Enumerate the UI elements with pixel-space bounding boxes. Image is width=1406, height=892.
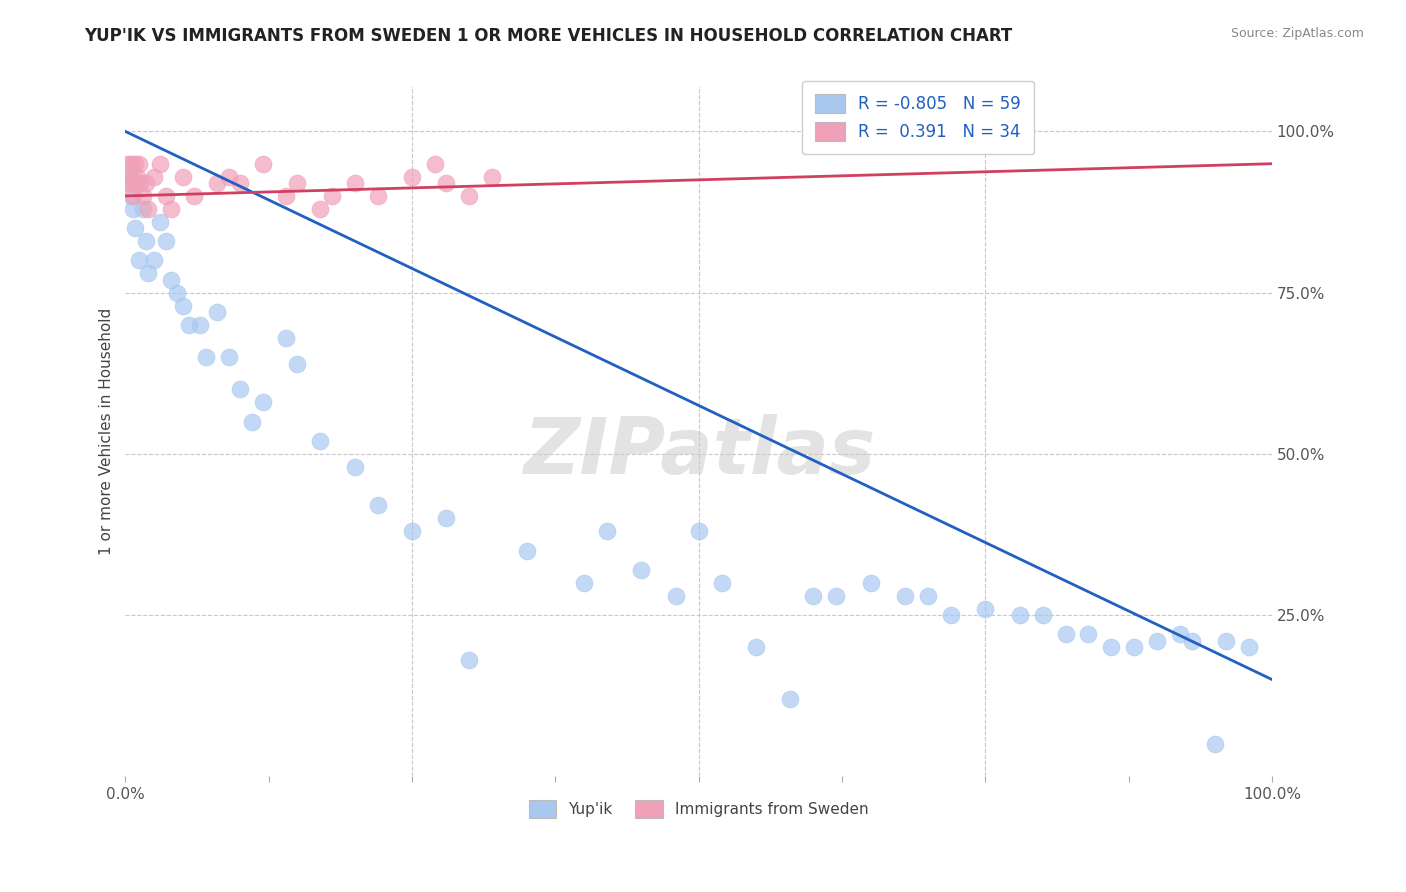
Point [166, 285, 188, 300]
Point [120, 189, 142, 203]
Point [160, 202, 183, 216]
Point [183, 189, 205, 203]
Point [117, 157, 139, 171]
Point [138, 202, 160, 216]
Point [138, 266, 160, 280]
Point [155, 189, 177, 203]
Point [122, 189, 145, 203]
Point [309, 202, 332, 216]
Text: Source: ZipAtlas.com: Source: ZipAtlas.com [1230, 27, 1364, 40]
Point [343, 459, 366, 474]
Point [710, 575, 733, 590]
Point [135, 234, 157, 248]
Point [1237, 640, 1260, 655]
Point [125, 176, 148, 190]
Point [120, 169, 142, 184]
Point [252, 157, 274, 171]
Point [122, 202, 145, 216]
Point [205, 305, 228, 319]
Point [177, 318, 200, 332]
Point [1215, 633, 1237, 648]
Point [128, 157, 150, 171]
Point [745, 640, 768, 655]
Text: YUP'IK VS IMMIGRANTS FROM SWEDEN 1 OR MORE VEHICLES IN HOUSEHOLD CORRELATION CHA: YUP'IK VS IMMIGRANTS FROM SWEDEN 1 OR MO… [84, 27, 1012, 45]
Point [124, 157, 146, 171]
Point [172, 299, 194, 313]
Point [458, 189, 481, 203]
Point [160, 273, 183, 287]
Point [596, 524, 619, 539]
Point [1123, 640, 1146, 655]
Point [1181, 633, 1204, 648]
Point [1168, 627, 1191, 641]
Y-axis label: 1 or more Vehicles in Household: 1 or more Vehicles in Household [100, 308, 114, 555]
Point [630, 563, 652, 577]
Point [894, 589, 917, 603]
Point [131, 202, 153, 216]
Point [155, 234, 177, 248]
Legend: Yup'ik, Immigrants from Sweden: Yup'ik, Immigrants from Sweden [523, 794, 875, 823]
Point [367, 499, 389, 513]
Point [572, 575, 595, 590]
Point [1054, 627, 1077, 641]
Point [274, 331, 297, 345]
Point [436, 511, 458, 525]
Point [252, 395, 274, 409]
Point [367, 189, 389, 203]
Point [229, 383, 252, 397]
Point [665, 589, 688, 603]
Point [1146, 633, 1168, 648]
Point [917, 589, 939, 603]
Text: ZIPatlas: ZIPatlas [523, 414, 875, 490]
Point [128, 253, 150, 268]
Point [274, 189, 297, 203]
Point [149, 215, 172, 229]
Point [118, 176, 141, 190]
Point [125, 169, 148, 184]
Point [859, 575, 882, 590]
Point [287, 176, 309, 190]
Point [194, 350, 217, 364]
Point [129, 176, 152, 190]
Point [974, 601, 997, 615]
Point [205, 176, 228, 190]
Point [1204, 737, 1226, 751]
Point [1032, 607, 1054, 622]
Point [135, 176, 157, 190]
Point [188, 318, 211, 332]
Point [321, 189, 343, 203]
Point [229, 176, 252, 190]
Point [1099, 640, 1122, 655]
Point [240, 415, 263, 429]
Point [423, 157, 446, 171]
Point [218, 350, 240, 364]
Point [218, 169, 240, 184]
Point [688, 524, 710, 539]
Point [801, 589, 824, 603]
Point [401, 524, 423, 539]
Point [309, 434, 332, 448]
Point [124, 221, 146, 235]
Point [143, 169, 166, 184]
Point [172, 169, 194, 184]
Point [118, 169, 141, 184]
Point [825, 589, 848, 603]
Point [481, 169, 503, 184]
Point [779, 691, 801, 706]
Point [287, 357, 309, 371]
Point [149, 157, 172, 171]
Point [343, 176, 366, 190]
Point [1008, 607, 1031, 622]
Point [1077, 627, 1099, 641]
Point [516, 543, 538, 558]
Point [143, 253, 166, 268]
Point [401, 169, 423, 184]
Point [121, 176, 143, 190]
Point [939, 607, 962, 622]
Point [458, 653, 481, 667]
Point [131, 189, 153, 203]
Point [436, 176, 458, 190]
Point [120, 157, 142, 171]
